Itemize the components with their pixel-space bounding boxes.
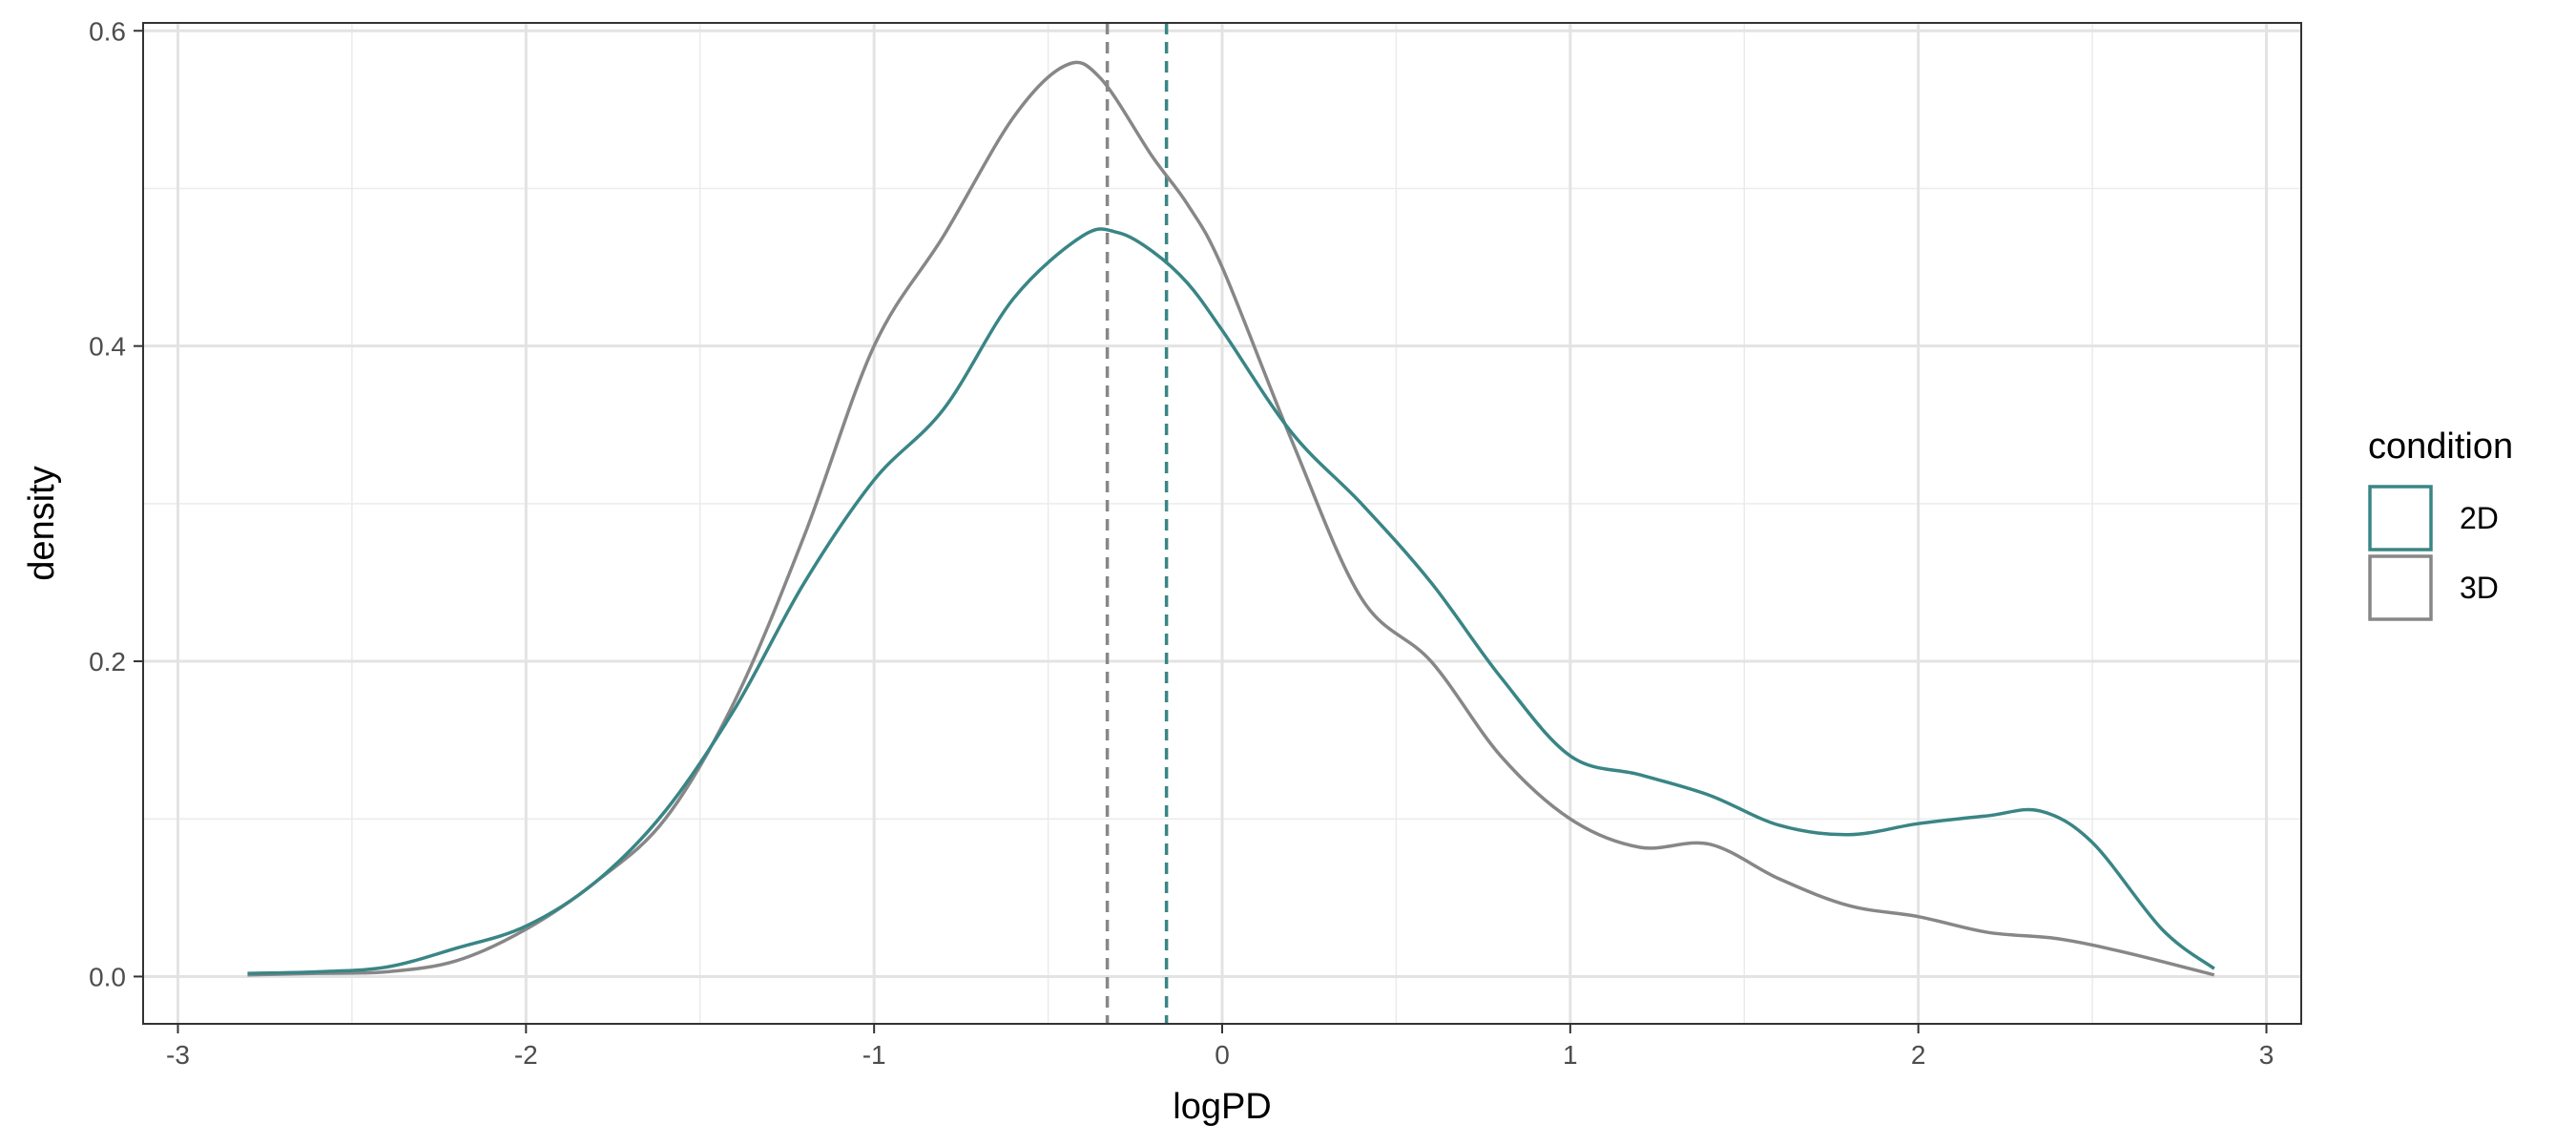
- x-tick-label: 0: [1215, 1040, 1230, 1070]
- density-curves: [247, 60, 2215, 977]
- x-tick-label: -3: [166, 1040, 190, 1070]
- y-axis-title: density: [22, 466, 62, 580]
- x-tick-label: 3: [2259, 1040, 2275, 1070]
- legend-title: condition: [2368, 427, 2513, 467]
- y-tick-label: 0.2: [89, 647, 126, 677]
- y-tick-label: 0.6: [89, 16, 126, 46]
- axes: -3 -2 -1 0 1 2 3 0.0 0.2 0.4 0.6: [89, 16, 2274, 1070]
- y-tick-label: 0.0: [89, 962, 126, 991]
- legend-key-2D: [2368, 485, 2433, 552]
- legend-key-3D: [2368, 554, 2433, 621]
- legend: condition 2D 3D: [2368, 427, 2513, 621]
- legend-label-3D: 3D: [2460, 571, 2499, 605]
- y-tick-label: 0.4: [89, 332, 126, 362]
- density-curve-3D: [247, 60, 2215, 977]
- grid-layer: [143, 23, 2301, 1024]
- legend-label-2D: 2D: [2460, 501, 2499, 535]
- x-tick-label: 1: [1563, 1040, 1578, 1070]
- x-tick-label: 2: [1911, 1040, 1926, 1070]
- mean-lines: [1105, 23, 1169, 1024]
- x-tick-label: -2: [514, 1040, 538, 1070]
- x-axis-title: logPD: [1173, 1087, 1272, 1127]
- x-tick-label: -1: [862, 1040, 886, 1070]
- density-curve-2D: [247, 227, 2215, 975]
